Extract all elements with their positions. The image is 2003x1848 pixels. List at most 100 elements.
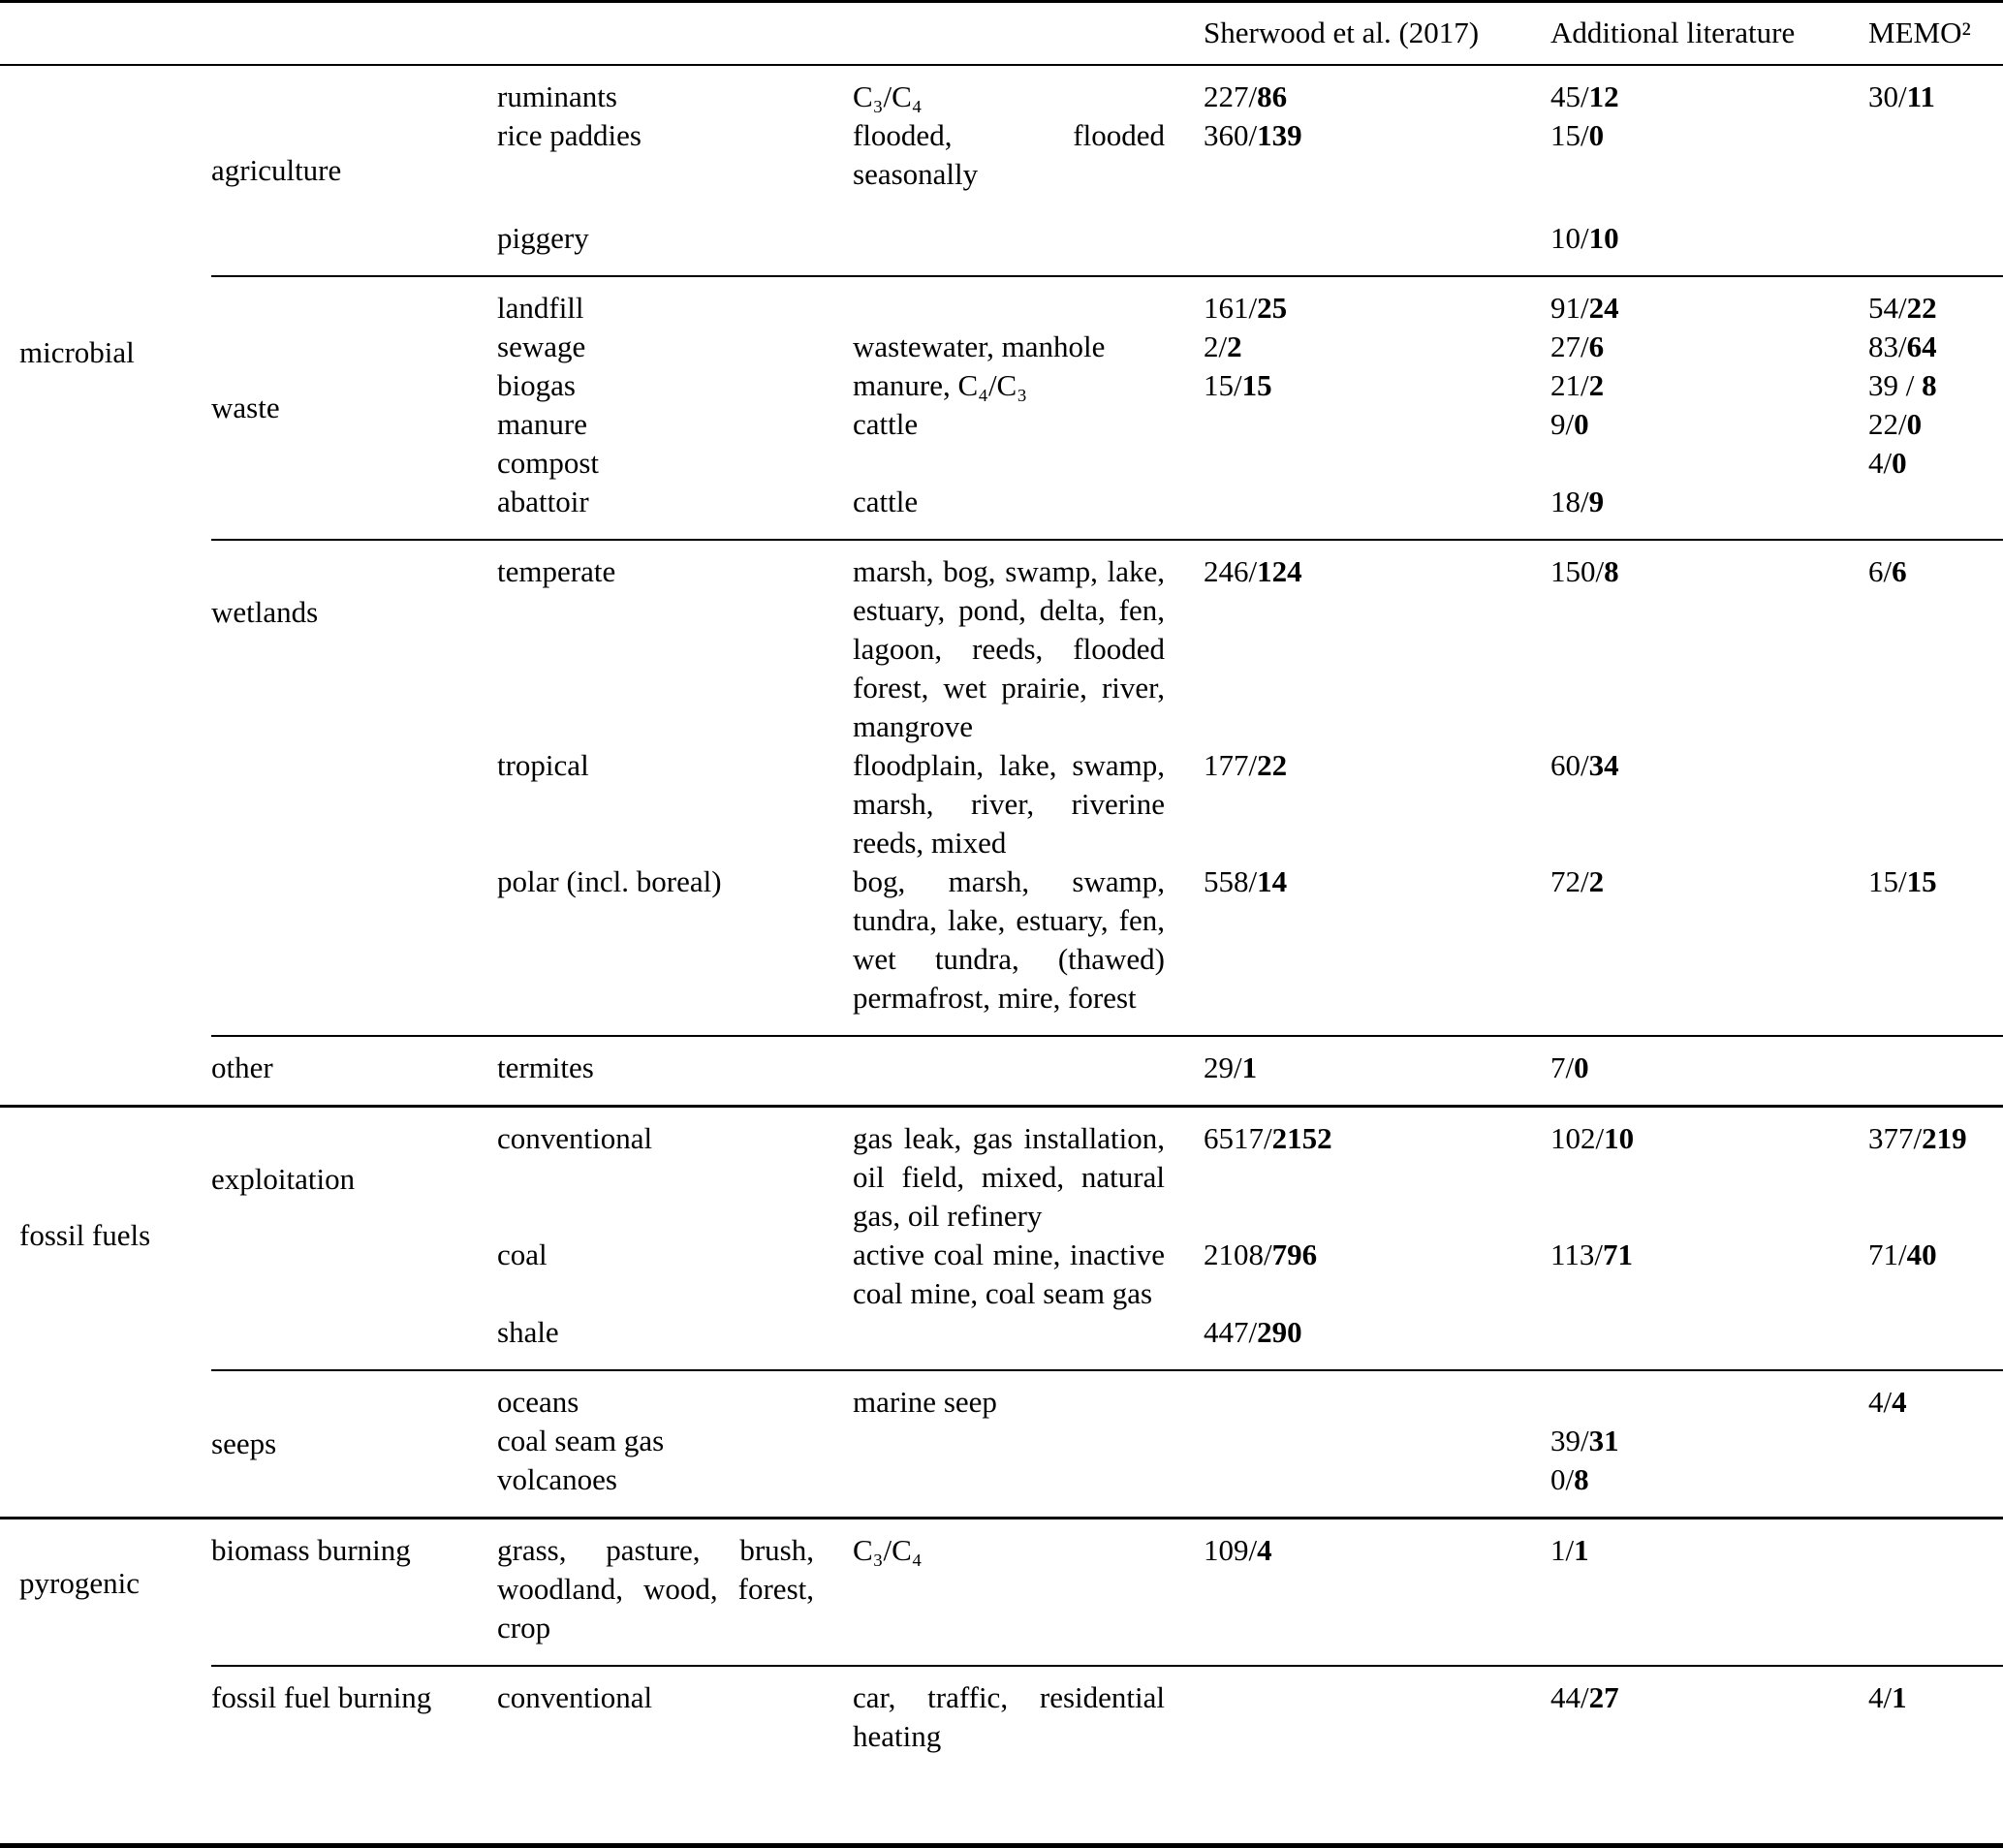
header-spacer	[0, 14, 1204, 52]
description-cell	[853, 1313, 1204, 1352]
indoor-sample-count: 40	[1906, 1237, 1937, 1271]
indoor-sample-count: 0	[1574, 407, 1589, 441]
additional-literature-value: 0/8	[1550, 1462, 1589, 1496]
group-fossil-fuels: fossil fuels exploitation conventional gas …	[0, 1105, 2003, 1517]
table-row: sewage wastewater, manhole 2/2 27/6 83/64	[497, 328, 2003, 366]
memo-value	[1868, 1049, 2003, 1087]
table-row: volcanoes 0/8	[497, 1460, 2003, 1499]
table-row: conventional gas leak, gas installation, …	[497, 1119, 2003, 1236]
description-cell	[853, 1422, 1204, 1460]
subcategory-cell: seeps	[211, 1371, 497, 1517]
indoor-sample-count: 8	[1574, 1462, 1589, 1496]
indoor-sample-count: 1	[1241, 1050, 1258, 1084]
indoor-sample-count: 31	[1588, 1424, 1619, 1457]
category-cell: pyrogenic	[0, 1519, 211, 1773]
indoor-sample-count: 10	[1604, 1121, 1635, 1155]
memo-value: 6/6	[1868, 554, 1907, 588]
description-cell: manure, C₄/C₃	[853, 368, 1028, 402]
indoor-sample-count: 71	[1602, 1237, 1633, 1271]
additional-literature-value: 21/2	[1550, 368, 1605, 402]
description-cell: C₃/C₄	[853, 1533, 923, 1567]
indoor-sample-count: 290	[1257, 1315, 1302, 1349]
description-cell: bog, marsh, swamp, tundra, lake, estuary…	[853, 864, 1165, 1015]
subgroup-wetlands: wetlands temperate marsh, bog, swamp, lake…	[211, 539, 2003, 1035]
sherwood-value: 29/1	[1204, 1050, 1258, 1084]
memo-value: 71/40	[1868, 1237, 1937, 1271]
category-label: fossil fuels	[19, 1218, 151, 1252]
subcategory-cell: waste	[211, 277, 497, 539]
sherwood-value: 177/22	[1204, 748, 1288, 782]
type-cell: termites	[497, 1050, 594, 1084]
indoor-sample-count: 1	[1892, 1680, 1907, 1714]
description-cell: car, traffic, residential heating	[853, 1680, 1165, 1753]
indoor-sample-count: 8	[1604, 554, 1619, 588]
table-row: termites 29/1 7/0	[497, 1049, 2003, 1087]
type-cell: manure	[497, 407, 587, 441]
sherwood-value: 558/14	[1204, 864, 1288, 898]
indoor-sample-count: 0	[1574, 1050, 1589, 1084]
table-row: temperate marsh, bog, swamp, lake, estuar…	[497, 552, 2003, 746]
sherwood-value: 227/86	[1204, 79, 1288, 113]
additional-literature-value: 91/24	[1550, 291, 1619, 325]
subgroup-rows: oceans marine seep 4/4 coal seam gas 39/31 vo…	[497, 1371, 2003, 1517]
sherwood-value: 15/15	[1204, 368, 1272, 402]
memo-value: 30/11	[1868, 79, 1935, 113]
subgroup-waste: waste landfill 161/25 91/24 54/22 sewage waste…	[211, 275, 2003, 539]
group-microbial: microbial agriculture ruminants C₃/C₄ 227/86…	[0, 66, 2003, 1105]
subcategory-label: exploitation	[211, 1162, 356, 1196]
header-additional-literature: Additional literature	[1550, 16, 1796, 49]
subgroup-rows: conventional gas leak, gas installation, …	[497, 1108, 2003, 1369]
memo-value: 4/1	[1868, 1680, 1907, 1714]
category-label: microbial	[19, 335, 135, 369]
subcategory-cell: wetlands	[211, 541, 497, 1035]
additional-literature-value: 1/1	[1550, 1533, 1589, 1567]
description-cell: active coal mine, inactive coal mine, co…	[853, 1237, 1165, 1310]
type-cell: biogas	[497, 368, 576, 402]
group-body: biomass burning grass, pasture, brush, wo…	[211, 1519, 2003, 1773]
indoor-sample-count: 9	[1588, 485, 1605, 518]
additional-literature-value: 7/0	[1550, 1050, 1589, 1084]
indoor-sample-count: 27	[1588, 1680, 1619, 1714]
subcategory-label: agriculture	[211, 153, 342, 187]
table-row: piggery 10/10	[497, 219, 2003, 258]
type-cell: tropical	[497, 748, 589, 782]
additional-literature-value: 27/6	[1550, 329, 1605, 363]
indoor-sample-count: 34	[1588, 748, 1619, 782]
description-cell: C₃/C₄	[853, 79, 923, 113]
subgroup-rows: termites 29/1 7/0	[497, 1037, 2003, 1105]
subgroup-rows: conventional car, traffic, residential he…	[497, 1667, 2003, 1773]
indoor-sample-count: 139	[1257, 118, 1302, 152]
indoor-sample-count: 25	[1257, 291, 1288, 325]
table-row: oceans marine seep 4/4	[497, 1383, 2003, 1422]
sherwood-value: 246/124	[1204, 554, 1302, 588]
memo-value: 83/64	[1868, 329, 1937, 363]
additional-literature-value: 44/27	[1550, 1680, 1619, 1714]
sherwood-value: 2/2	[1204, 329, 1242, 363]
memo-value	[1868, 1531, 2003, 1647]
sherwood-value	[1204, 1678, 1550, 1756]
description-cell	[853, 219, 1204, 258]
table-row: compost 4/0	[497, 444, 2003, 483]
table-row: tropical floodplain, lake, swamp, marsh, …	[497, 746, 2003, 862]
category-label: pyrogenic	[19, 1566, 140, 1600]
subgroup-rows: grass, pasture, brush, woodland, wood, f…	[497, 1519, 2003, 1665]
indoor-sample-count: 6	[1892, 554, 1907, 588]
type-cell: landfill	[497, 291, 584, 325]
additional-literature-value: 39/31	[1550, 1424, 1619, 1457]
category-cell: fossil fuels	[0, 1108, 211, 1517]
type-cell: abattoir	[497, 485, 589, 518]
indoor-sample-count: 2	[1227, 329, 1242, 363]
subcategory-label: biomass burning	[211, 1533, 411, 1567]
description-cell: marsh, bog, swamp, lake, estuary, pond, …	[853, 554, 1165, 743]
table-row: conventional car, traffic, residential he…	[497, 1678, 2003, 1756]
indoor-sample-count: 15	[1241, 368, 1272, 402]
type-cell: oceans	[497, 1385, 579, 1419]
table-row: manure cattle 9/0 22/0	[497, 405, 2003, 444]
type-cell: shale	[497, 1315, 559, 1349]
table-row: shale 447/290	[497, 1313, 2003, 1352]
sherwood-value: 2108/796	[1204, 1237, 1318, 1271]
indoor-sample-count: 4	[1892, 1385, 1907, 1419]
table-row: landfill 161/25 91/24 54/22	[497, 289, 2003, 328]
group-pyrogenic: pyrogenic biomass burning grass, pasture, …	[0, 1517, 2003, 1773]
